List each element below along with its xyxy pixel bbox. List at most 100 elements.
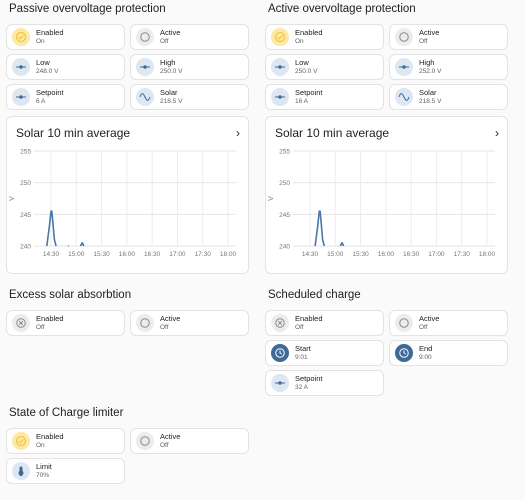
series-line <box>79 242 85 247</box>
y-tick-label: 240 <box>20 244 31 251</box>
y-tick-label: 255 <box>20 149 31 156</box>
tile-state: On <box>36 442 45 449</box>
tile-state: 32 A <box>295 384 309 391</box>
tile-state: Off <box>160 442 169 449</box>
x-tick-label: 18:00 <box>220 251 237 258</box>
cancel-circle-icon <box>12 314 30 332</box>
tile-state: 70% <box>36 472 50 479</box>
series-line <box>314 210 326 247</box>
slider-icon <box>271 58 289 76</box>
slider-icon <box>271 88 289 106</box>
series-line <box>339 242 345 247</box>
slider-icon <box>12 58 30 76</box>
tile-state: 16 A <box>295 98 309 105</box>
cancel-circle-icon <box>271 314 289 332</box>
tile-state: 250.0 V <box>295 68 318 75</box>
section-title-passive: Passive overvoltage protection <box>9 3 166 15</box>
tile-enabled[interactable]: Enabled Off <box>6 310 125 336</box>
chevron-right-icon[interactable]: › <box>495 126 499 140</box>
tile-low[interactable]: Low 248.0 V <box>6 54 125 80</box>
right-column: Active overvoltage protection Enabled On A… <box>265 0 513 396</box>
tile-end[interactable]: End 9:00 <box>389 340 508 366</box>
section-title-soc: State of Charge limiter <box>9 407 124 419</box>
tile-high[interactable]: High 252.0 V <box>389 54 508 80</box>
sine-wave-icon <box>136 88 154 106</box>
tile-label: Low <box>295 58 309 67</box>
slider-icon <box>395 58 413 76</box>
section-title-excess: Excess solar absorbtion <box>9 289 132 301</box>
tile-setpoint[interactable]: Setpoint 32 A <box>265 370 384 396</box>
x-tick-label: 15:00 <box>68 251 85 258</box>
circle-outline-icon <box>136 432 154 450</box>
x-tick-label: 17:00 <box>428 251 445 258</box>
tile-label: Enabled <box>295 314 323 323</box>
tile-label: Active <box>160 432 181 441</box>
x-tick-label: 16:00 <box>378 251 395 258</box>
tile-enabled[interactable]: Enabled On <box>6 24 125 50</box>
tile-state: Off <box>419 38 428 45</box>
tile-start[interactable]: Start 9:01 <box>265 340 384 366</box>
clock-icon <box>395 344 413 362</box>
tile-label: Active <box>160 314 181 323</box>
tile-high[interactable]: High 250.0 V <box>130 54 249 80</box>
soc-tiles: Enabled On Active Off Limit 70% <box>6 428 254 484</box>
x-tick-label: 15:30 <box>93 251 110 258</box>
slider-icon <box>136 58 154 76</box>
tile-active[interactable]: Active Off <box>389 24 508 50</box>
circle-outline-icon <box>136 28 154 46</box>
tile-state: 252.0 V <box>419 68 442 75</box>
tile-label: Enabled <box>36 314 64 323</box>
tile-enabled[interactable]: Enabled On <box>6 428 125 454</box>
slider-icon <box>12 88 30 106</box>
x-tick-label: 17:30 <box>454 251 471 258</box>
section-title-active: Active overvoltage protection <box>268 3 416 15</box>
tile-limit[interactable]: Limit 70% <box>6 458 125 484</box>
y-axis-label: V <box>268 196 275 201</box>
tile-setpoint[interactable]: Setpoint 16 A <box>265 84 384 110</box>
tile-solar[interactable]: Solar 218.5 V <box>130 84 249 110</box>
tile-state: Off <box>36 324 45 331</box>
chevron-right-icon[interactable]: › <box>236 126 240 140</box>
active-chart-card[interactable]: Solar 10 min average › 255 250 245 240 14:30… <box>265 116 508 274</box>
tile-active[interactable]: Active Off <box>130 310 249 336</box>
tile-label: Enabled <box>295 28 323 37</box>
tile-setpoint[interactable]: Setpoint 6 A <box>6 84 125 110</box>
tile-label: Limit <box>36 462 52 471</box>
tile-enabled[interactable]: Enabled On <box>265 24 384 50</box>
passive-chart-card[interactable]: Solar 10 min average › 255 250 245 240 14:30… <box>6 116 249 274</box>
x-tick-label: 18:00 <box>479 251 496 258</box>
tile-state: On <box>295 38 304 45</box>
tile-active[interactable]: Active Off <box>130 428 249 454</box>
tile-state: 250.0 V <box>160 68 183 75</box>
y-tick-label: 255 <box>279 149 290 156</box>
x-tick-label: 15:00 <box>327 251 344 258</box>
tile-state: 6 A <box>36 98 46 105</box>
tile-label: High <box>160 58 176 67</box>
tile-label: Enabled <box>36 28 64 37</box>
tile-state: 9:00 <box>419 354 432 361</box>
tile-state: Off <box>295 324 304 331</box>
tile-state: Off <box>160 324 169 331</box>
tile-active[interactable]: Active Off <box>389 310 508 336</box>
tile-label: Setpoint <box>295 374 323 383</box>
tile-enabled[interactable]: Enabled Off <box>265 310 384 336</box>
scheduled-tiles: Enabled Off Active Off Start 9:01 End 9:00 Setpo… <box>265 310 513 396</box>
check-circle-icon <box>12 28 30 46</box>
check-circle-icon <box>12 432 30 450</box>
x-tick-label: 15:30 <box>352 251 369 258</box>
battery-icon <box>12 462 30 480</box>
tile-label: Active <box>160 28 181 37</box>
sine-wave-icon <box>395 88 413 106</box>
tile-label: Solar <box>160 88 178 97</box>
tile-label: Active <box>419 314 440 323</box>
section-title-scheduled: Scheduled charge <box>268 289 361 301</box>
tile-active[interactable]: Active Off <box>130 24 249 50</box>
check-circle-icon <box>271 28 289 46</box>
tile-solar[interactable]: Solar 218.5 V <box>389 84 508 110</box>
y-tick-label: 245 <box>20 212 31 219</box>
y-tick-label: 250 <box>20 180 31 187</box>
tile-label: Start <box>295 344 311 353</box>
series-line <box>46 210 57 247</box>
tile-low[interactable]: Low 250.0 V <box>265 54 384 80</box>
